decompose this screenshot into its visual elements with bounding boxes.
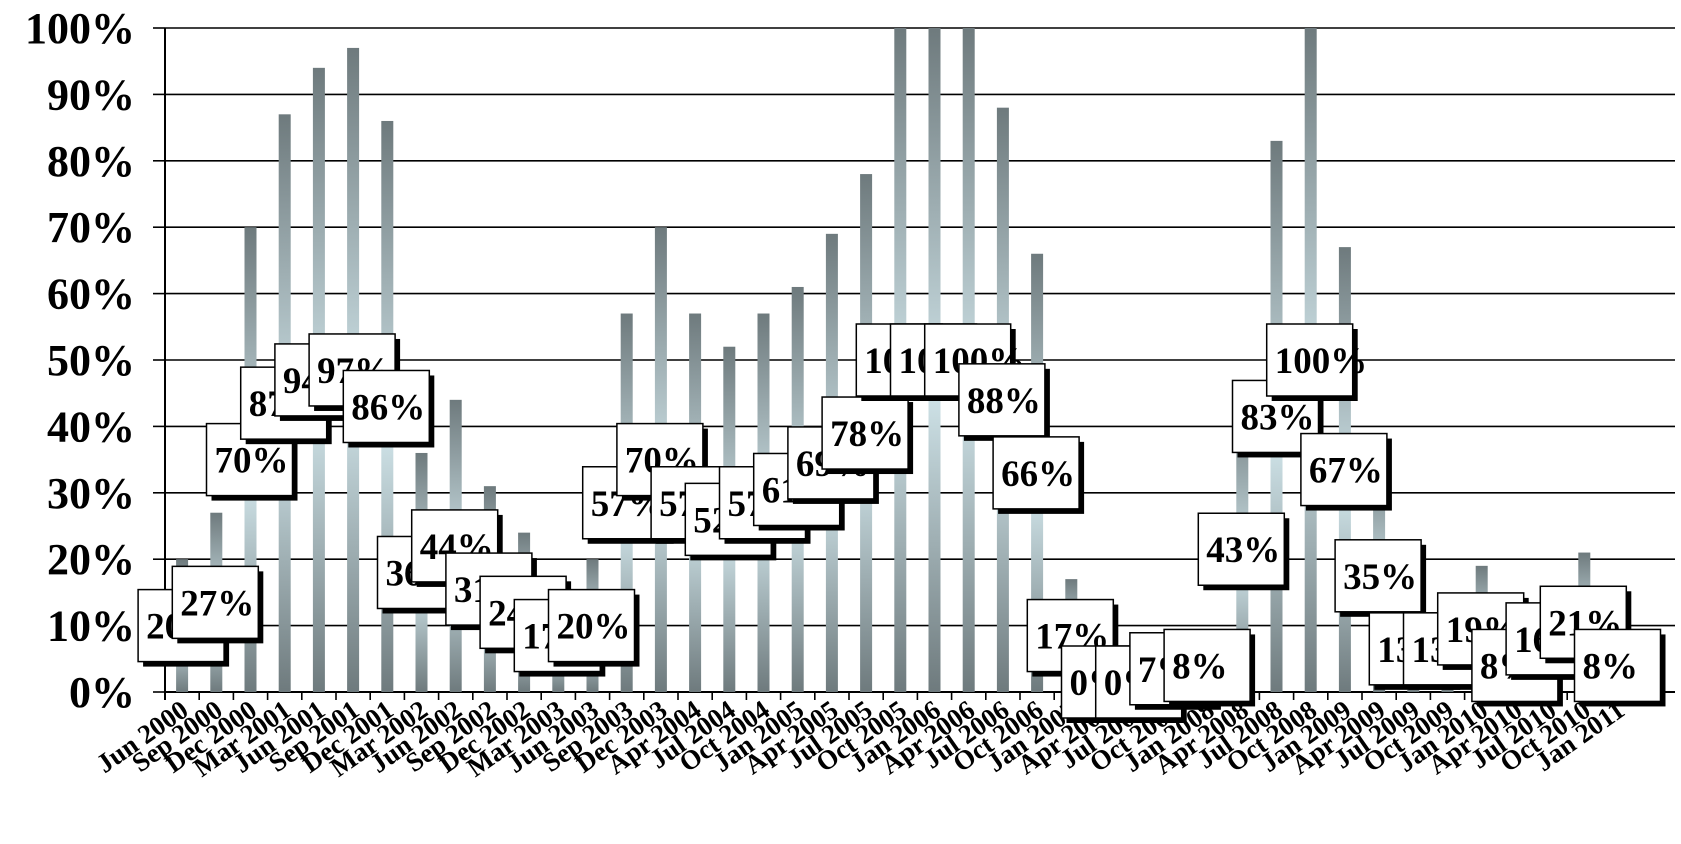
data-label-box bbox=[1197, 512, 1286, 586]
y-tick-label: 50% bbox=[47, 336, 135, 385]
data-label: 88% bbox=[958, 363, 1050, 441]
y-tick-label: 0% bbox=[69, 668, 135, 717]
data-label-box bbox=[1334, 539, 1422, 613]
y-tick-label: 80% bbox=[47, 137, 135, 186]
data-label-text: 8% bbox=[1583, 646, 1639, 687]
data-label-box bbox=[992, 436, 1080, 510]
data-label-box bbox=[821, 396, 909, 470]
y-tick-label: 40% bbox=[47, 402, 135, 451]
data-label-text: 67% bbox=[1309, 451, 1383, 492]
data-label-text: 83% bbox=[1241, 397, 1315, 438]
data-label-text: 27% bbox=[180, 583, 254, 624]
data-label-box bbox=[1573, 628, 1662, 703]
y-tick-label: 10% bbox=[47, 602, 135, 651]
data-label-text: 100% bbox=[1275, 341, 1368, 382]
y-tick-labels: 0% 10% 20% 30% 40% 50% 60% 70% 80% 90% 100% bbox=[25, 4, 135, 717]
data-label-text: 35% bbox=[1343, 557, 1417, 598]
data-label: 27% bbox=[171, 565, 264, 644]
data-label: 8% bbox=[1163, 628, 1256, 707]
data-label-text: 70% bbox=[215, 441, 289, 482]
data-labels: 20%27%70%87%94%97%86%36%44%31%24%17%20%5… bbox=[137, 323, 1666, 723]
y-tick-label: 20% bbox=[47, 535, 135, 584]
y-tick-label: 90% bbox=[47, 70, 135, 119]
y-tick-label: 60% bbox=[47, 270, 135, 319]
data-label-box bbox=[1163, 628, 1251, 703]
y-tick-label: 30% bbox=[47, 469, 135, 518]
y-tick-label: 70% bbox=[47, 203, 135, 252]
data-label-text: 8% bbox=[1172, 646, 1228, 687]
y-tick-label: 100% bbox=[25, 4, 135, 53]
data-label-text: 78% bbox=[830, 414, 904, 455]
data-label: 20% bbox=[547, 588, 640, 667]
data-label-text: 86% bbox=[351, 387, 425, 428]
data-label: 35% bbox=[1334, 539, 1427, 617]
data-label: 78% bbox=[821, 396, 914, 475]
data-label: 43% bbox=[1197, 512, 1290, 591]
data-label: 8% bbox=[1573, 628, 1666, 707]
data-label-box bbox=[171, 565, 260, 640]
data-label-box bbox=[958, 363, 1046, 437]
data-label: 100% bbox=[1265, 323, 1368, 401]
data-label-box bbox=[1265, 323, 1354, 397]
data-label: 86% bbox=[342, 369, 435, 448]
data-label-box bbox=[342, 369, 431, 444]
data-label-text: 88% bbox=[967, 381, 1041, 422]
data-label: 67% bbox=[1300, 432, 1392, 511]
data-label-box bbox=[547, 588, 636, 663]
data-label-text: 66% bbox=[1001, 454, 1075, 495]
data-label: 66% bbox=[992, 436, 1085, 514]
data-label-text: 20% bbox=[557, 607, 631, 648]
data-label-text: 43% bbox=[1206, 530, 1280, 571]
data-label-box bbox=[1300, 432, 1388, 507]
